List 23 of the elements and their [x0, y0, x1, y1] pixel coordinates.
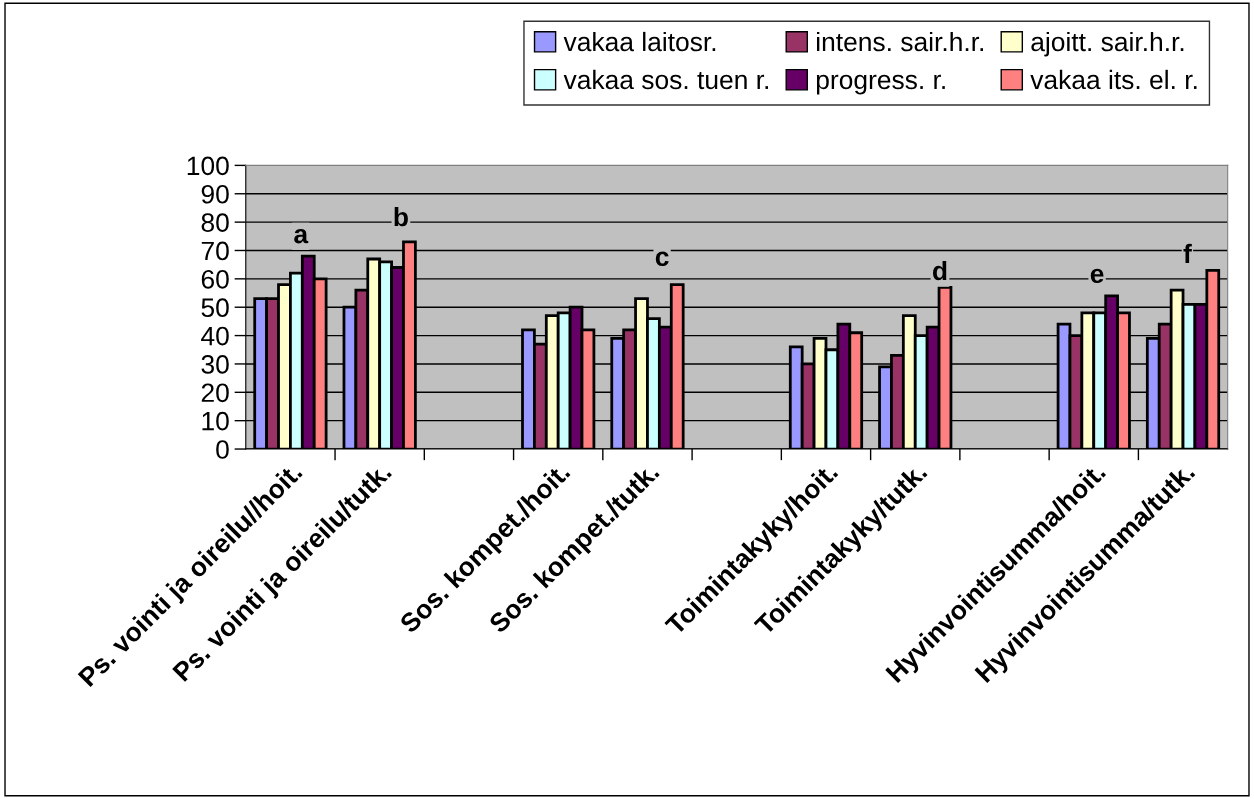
legend-label: vakaa its. el. r.	[1030, 69, 1197, 90]
y-tick-label: 20	[201, 383, 229, 403]
legend-label: progress. r.	[816, 74, 945, 95]
y-tick-label: 10	[202, 411, 229, 431]
annotation: e	[1090, 268, 1104, 284]
y-tick-label: 30	[201, 355, 229, 374]
annotation: a	[294, 228, 309, 244]
y-tick-label: 100	[187, 156, 229, 176]
annotation: f	[1183, 243, 1192, 263]
legend-label: vakaa laitosr.	[563, 31, 716, 52]
y-tick-label: 80	[201, 213, 229, 232]
annotation: d	[933, 260, 947, 281]
legend-label: ajoitt. sair.h.r.	[1031, 31, 1184, 57]
annotation: c	[655, 251, 669, 267]
y-tick-label: 40	[201, 326, 229, 346]
y-tick-label: 0	[216, 440, 229, 459]
y-tick-label: 50	[201, 298, 229, 318]
y-tick-label: 60	[201, 269, 229, 289]
legend-label: vakaa sos. tuen r.	[563, 69, 768, 90]
annotation: b	[394, 206, 408, 227]
legend-label: intens. sair.h.r.	[817, 31, 983, 52]
y-tick-label: 70	[201, 241, 229, 261]
y-tick-label: 90	[201, 184, 229, 204]
